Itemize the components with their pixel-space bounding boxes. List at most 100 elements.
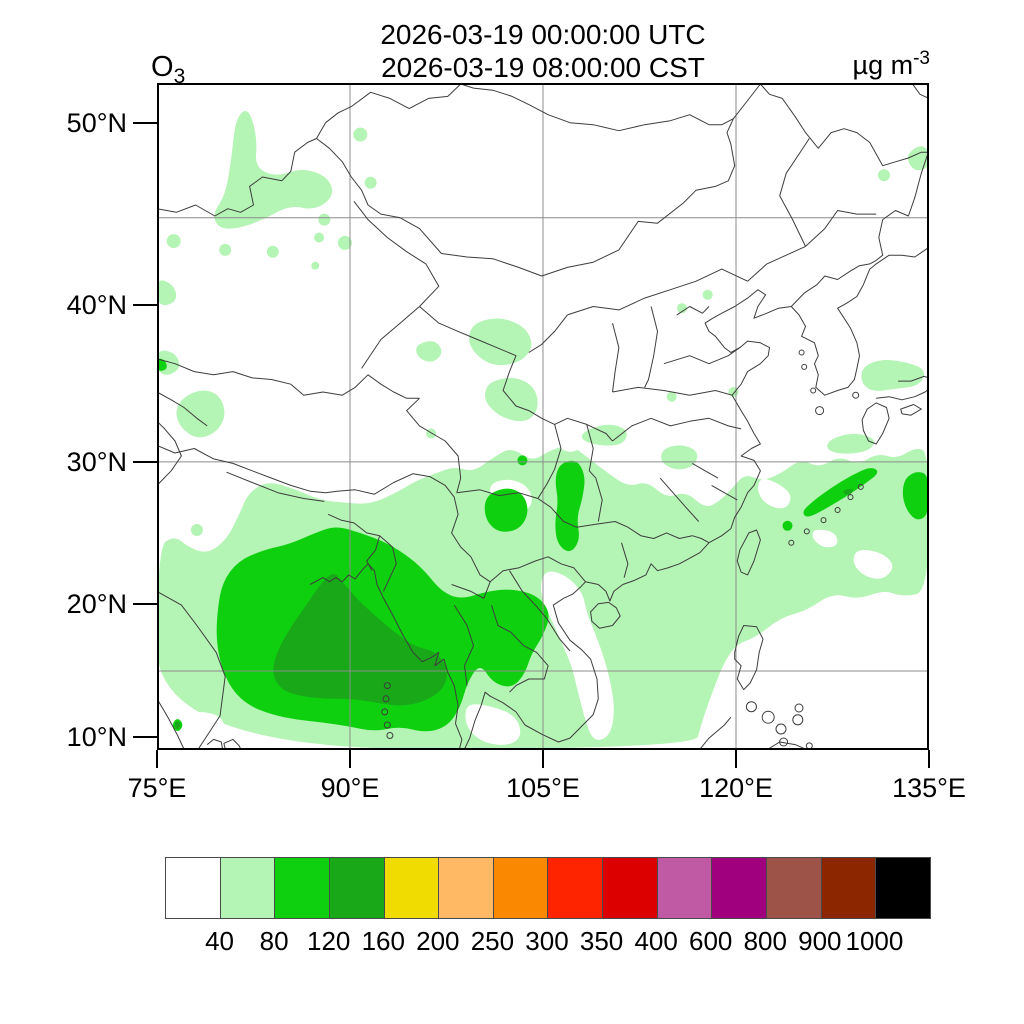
- coastline-border: [644, 306, 658, 388]
- island-dot: [745, 701, 757, 713]
- colorbar-tick-label: 900: [798, 926, 842, 956]
- x-tick-label: 135°E: [892, 773, 966, 803]
- coastline-border: [316, 118, 736, 277]
- coastline-border: [910, 81, 930, 99]
- island-dot: [792, 714, 804, 726]
- coastline-border: [900, 404, 922, 416]
- colorbar-segment: [820, 858, 876, 918]
- coastline-border: [747, 210, 877, 282]
- island-dot: [803, 528, 810, 535]
- island-dot: [382, 695, 390, 703]
- island-dot: [761, 710, 775, 724]
- contour-ge40: [157, 280, 177, 306]
- coastline-border: [226, 471, 325, 502]
- map-frame: [157, 83, 929, 750]
- coastline-border: [585, 289, 792, 602]
- y-tick-label: 50°N: [66, 107, 127, 138]
- coastline-border: [590, 601, 621, 629]
- contour-spot: [337, 235, 352, 250]
- coastline-border: [612, 386, 733, 396]
- coastline-border: [736, 529, 761, 576]
- map-plot: [156, 81, 930, 750]
- coastline-border: [156, 391, 208, 427]
- colorbar-tick-label: 250: [470, 926, 515, 956]
- x-tick-mark: [735, 750, 737, 768]
- contour-ge120: [273, 573, 447, 706]
- units-base: µg m: [852, 50, 914, 80]
- colorbar-tick-label: 160: [361, 926, 405, 956]
- contour-ge40: [827, 433, 875, 454]
- contour-ge40: [468, 318, 532, 366]
- map-svg: [156, 81, 930, 750]
- x-tick-mark: [542, 750, 544, 768]
- coastline-border: [223, 738, 242, 750]
- x-tick-label: 75°E: [127, 773, 187, 803]
- units-label: µg m-3: [853, 48, 930, 81]
- contour-spot: [677, 303, 687, 314]
- coastline-border: [790, 247, 928, 396]
- coastline-border: [451, 581, 491, 599]
- coastline-border: [869, 153, 929, 265]
- colorbar-tick-label: 80: [259, 926, 289, 956]
- coastline-border: [621, 542, 629, 578]
- coastline-border: [316, 83, 734, 139]
- contour-ge40: [214, 110, 333, 229]
- island-dot: [383, 721, 391, 729]
- contour-spot: [266, 245, 279, 258]
- coastline-border: [790, 263, 870, 307]
- contour-spot: [666, 391, 677, 402]
- species-subscript: 3: [173, 64, 186, 88]
- coastline-border: [309, 563, 463, 750]
- colorbar-segment: [219, 858, 275, 918]
- coastline-border: [612, 322, 620, 393]
- species-label: O3: [151, 51, 185, 89]
- title-cst: 2026-03-19 08:00:00 CST: [381, 52, 705, 83]
- contour-spot: [364, 176, 377, 189]
- contour-spot: [314, 232, 325, 243]
- colorbar-tick-label: 800: [743, 926, 787, 956]
- contour-spot: [353, 127, 368, 142]
- contour-spot: [782, 520, 793, 531]
- coastline-border: [595, 477, 603, 522]
- colorbar-tick-label: 600: [689, 926, 733, 956]
- coastline-border: [676, 306, 710, 316]
- x-tick-mark: [928, 750, 930, 768]
- island-dot: [852, 391, 860, 399]
- island-dot: [386, 732, 394, 739]
- colorbar-tick-label: 1000: [845, 926, 904, 956]
- coastline-border: [156, 445, 586, 583]
- contour-ge80: [555, 460, 585, 552]
- colorbar-segment: [875, 858, 930, 918]
- colorbar: [165, 857, 931, 919]
- coastline-border: [327, 513, 381, 571]
- coastline-border: [379, 535, 397, 592]
- coastline-border: [464, 581, 599, 750]
- contour-spot: [728, 387, 739, 397]
- y-tick-label: 10°N: [66, 721, 127, 752]
- figure-title: 2026-03-19 00:00:00 UTC 2026-03-19 08:00…: [157, 18, 929, 84]
- coastline-border: [663, 347, 741, 365]
- island-dot: [847, 494, 854, 501]
- x-tick-label: 120°E: [699, 773, 773, 803]
- x-tick-mark: [349, 750, 351, 768]
- species-symbol: O: [151, 51, 174, 83]
- coastline-border: [567, 268, 748, 316]
- coastline-border: [528, 314, 568, 353]
- contour-hole: [540, 571, 614, 740]
- colorbar-segment: [492, 858, 548, 918]
- coastline-border: [206, 738, 224, 750]
- colorbar-segment: [438, 858, 493, 918]
- contour-ge80: [484, 488, 528, 532]
- y-tick-mark: [133, 602, 157, 605]
- contour-spot: [190, 524, 203, 536]
- contour-ge40: [176, 390, 225, 438]
- contour-spot: [702, 289, 713, 300]
- colorbar-tick-label: 350: [579, 926, 624, 956]
- colorbar-tick-label: 200: [416, 926, 460, 956]
- colorbar-segment: [274, 858, 329, 918]
- contour-spot: [426, 428, 437, 439]
- contour-hole: [812, 529, 838, 548]
- coastline-border: [733, 83, 929, 167]
- coastline-border: [509, 570, 571, 652]
